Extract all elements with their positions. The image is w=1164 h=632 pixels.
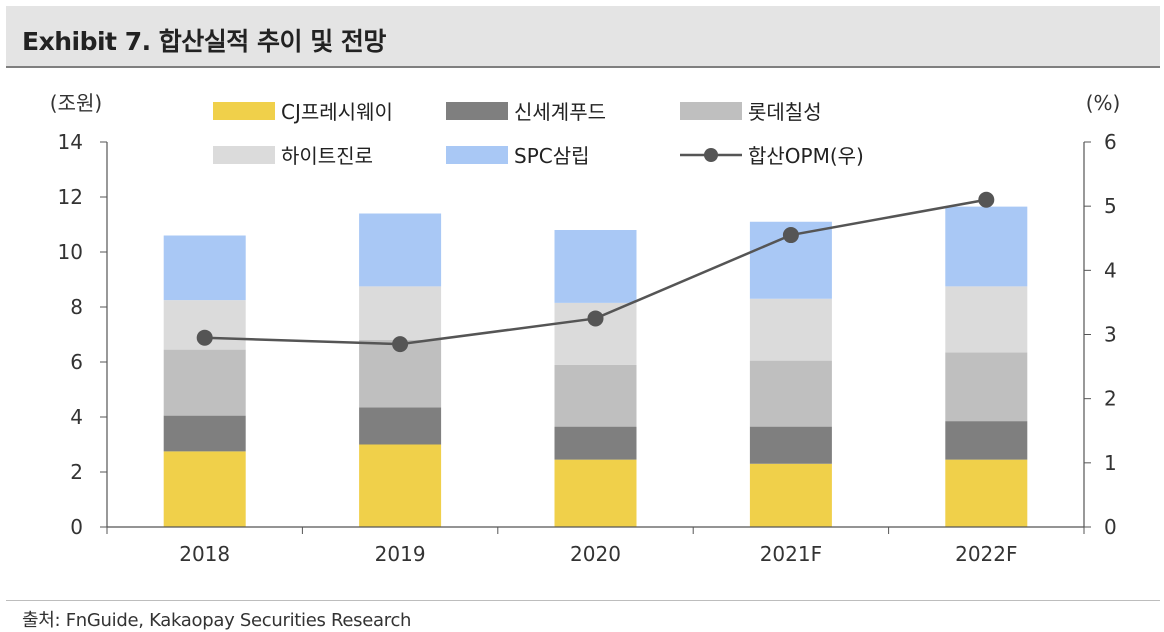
- y-axis-unit: (조원): [50, 91, 102, 115]
- bar-segment: [945, 352, 1028, 422]
- bar-segment: [749, 463, 832, 527]
- y2-tick-label: 2: [1104, 387, 1117, 411]
- legend-label: CJ프레시웨이: [281, 100, 393, 124]
- bar-segment: [163, 349, 246, 416]
- y2-tick-label: 0: [1104, 515, 1117, 539]
- bar-segment: [163, 235, 246, 301]
- legend-label: SPC삼립: [514, 144, 590, 168]
- legend-label: 롯데칠성: [748, 100, 822, 124]
- bar-segment: [163, 415, 246, 452]
- page-title: Exhibit 7. 합산실적 추이 및 전망: [22, 27, 386, 56]
- bar-segment: [945, 459, 1028, 527]
- opm-point: [196, 329, 213, 346]
- legend-swatch: [213, 146, 275, 164]
- bar-segment: [554, 459, 637, 527]
- legend-label: 신세계푸드: [514, 100, 606, 124]
- bar-segment: [749, 298, 832, 361]
- legend-label: 합산OPM(우): [748, 144, 864, 168]
- bar-segment: [945, 286, 1028, 353]
- bar-segment: [554, 426, 637, 460]
- legend-label: 하이트진로: [281, 144, 373, 168]
- legend-swatch: [446, 146, 508, 164]
- x-tick-label: 2022F: [955, 542, 1017, 566]
- legend-swatch: [446, 102, 508, 120]
- source-note: 출처: FnGuide, Kakaopay Securities Researc…: [22, 610, 412, 631]
- y2-tick-label: 5: [1104, 194, 1117, 218]
- bar-segment: [554, 230, 637, 303]
- opm-point: [587, 310, 604, 327]
- bar-segment: [749, 360, 832, 427]
- y2-tick-label: 3: [1104, 323, 1117, 347]
- y2-axis-unit: (%): [1086, 91, 1121, 115]
- opm-point: [978, 191, 995, 208]
- y2-tick-label: 4: [1104, 258, 1117, 282]
- opm-point: [782, 227, 799, 244]
- bar-segment: [163, 451, 246, 527]
- bar-segment: [749, 426, 832, 464]
- bar-segment: [945, 206, 1028, 287]
- y-tick-label: 14: [58, 130, 83, 154]
- title-bar: Exhibit 7. 합산실적 추이 및 전망: [6, 6, 1160, 68]
- y-tick-label: 4: [70, 405, 83, 429]
- x-tick-label: 2018: [179, 542, 230, 566]
- x-tick-label: 2021F: [760, 542, 822, 566]
- y-tick-label: 0: [70, 515, 83, 539]
- bar-segment: [359, 286, 442, 340]
- y-tick-label: 12: [58, 185, 83, 209]
- bar-segment: [554, 364, 637, 427]
- y-tick-label: 2: [70, 460, 83, 484]
- opm-point: [392, 336, 409, 353]
- y-tick-label: 6: [70, 350, 83, 374]
- y2-tick-label: 1: [1104, 451, 1117, 475]
- bar-segment: [359, 213, 442, 287]
- x-tick-label: 2020: [570, 542, 621, 566]
- bar-segment: [945, 421, 1028, 460]
- source-divider: [6, 600, 1160, 601]
- x-tick-label: 2019: [375, 542, 426, 566]
- legend-swatch: [680, 102, 742, 120]
- legend-line-marker: [704, 148, 718, 162]
- y2-tick-label: 6: [1104, 130, 1117, 154]
- y-tick-label: 8: [70, 295, 83, 319]
- bar-segment: [359, 407, 442, 445]
- bar-segment: [359, 444, 442, 527]
- y-tick-label: 10: [58, 240, 83, 264]
- legend-swatch: [213, 102, 275, 120]
